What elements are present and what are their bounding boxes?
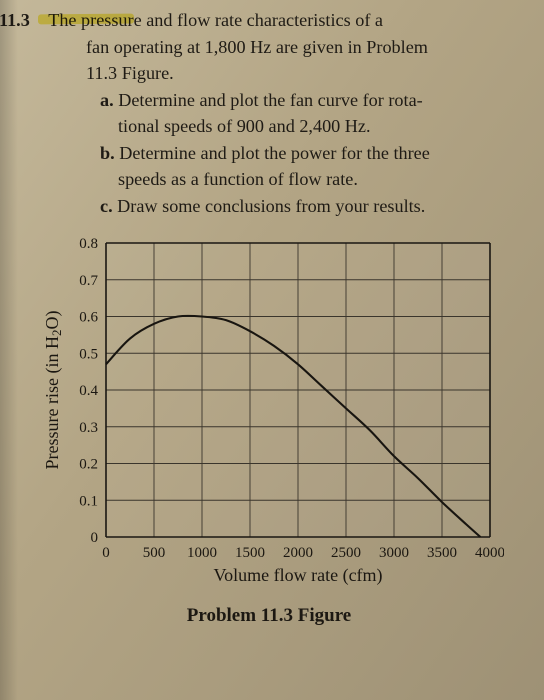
svg-text:2000: 2000 bbox=[283, 545, 313, 561]
problem-stem-line: fan operating at 1,800 Hz are given in P… bbox=[22, 35, 516, 60]
part-line: Draw some conclusions from your results. bbox=[117, 196, 425, 216]
stem-l1: fan operating at 1,800 Hz are given in P… bbox=[86, 37, 428, 57]
svg-text:0.3: 0.3 bbox=[79, 419, 98, 435]
stem-l0: The pressure and flow rate characteristi… bbox=[48, 10, 383, 30]
svg-text:0.2: 0.2 bbox=[79, 456, 98, 472]
problem-part-line: speeds as a function of flow rate. bbox=[100, 167, 516, 192]
problem-stem-line: 11.3 The pressure and flow rate characte… bbox=[22, 8, 516, 33]
figure: 0 500 1000 1500 2000 2500 3000 3500 4000 0 0.1 0.2 0… bbox=[22, 233, 516, 627]
svg-text:0.1: 0.1 bbox=[79, 493, 98, 509]
part-line: tional speeds of 900 and 2,400 Hz. bbox=[118, 116, 371, 136]
problem-part: b. Determine and plot the power for the … bbox=[100, 141, 516, 166]
page: { "highlight_color": "#f6ef55", "problem… bbox=[0, 0, 544, 700]
problem-number: 11.3 bbox=[42, 8, 44, 33]
part-label: a. bbox=[100, 90, 114, 110]
problem-number-text: 11.3 bbox=[0, 10, 30, 30]
svg-text:4000: 4000 bbox=[475, 545, 504, 561]
svg-text:Pressure rise (in H2O): Pressure rise (in H2O) bbox=[42, 310, 64, 469]
part-line: Determine and plot the power for the thr… bbox=[119, 143, 430, 163]
problem-stem-line: 11.3 Figure. bbox=[22, 61, 516, 86]
svg-text:0.7: 0.7 bbox=[79, 272, 98, 288]
svg-text:Volume flow rate (cfm): Volume flow rate (cfm) bbox=[213, 565, 382, 586]
svg-text:0.8: 0.8 bbox=[79, 236, 98, 252]
problem-text: 11.3 The pressure and flow rate characte… bbox=[22, 8, 516, 219]
svg-text:2500: 2500 bbox=[331, 545, 361, 561]
svg-text:1500: 1500 bbox=[235, 545, 265, 561]
svg-text:0: 0 bbox=[102, 545, 110, 561]
svg-text:3000: 3000 bbox=[379, 545, 409, 561]
stem-l2: 11.3 Figure. bbox=[86, 63, 174, 83]
problem-part: a. Determine and plot the fan curve for … bbox=[100, 88, 516, 113]
svg-text:3500: 3500 bbox=[427, 545, 457, 561]
problem-part: c. Draw some conclusions from your resul… bbox=[100, 194, 516, 219]
svg-text:0.5: 0.5 bbox=[79, 346, 98, 362]
part-label: b. bbox=[100, 143, 115, 163]
svg-text:0: 0 bbox=[91, 530, 99, 546]
part-label: c. bbox=[100, 196, 113, 216]
problem-parts: a. Determine and plot the fan curve for … bbox=[22, 88, 516, 219]
svg-text:1000: 1000 bbox=[187, 545, 217, 561]
svg-text:0.6: 0.6 bbox=[79, 309, 98, 325]
part-line: speeds as a function of flow rate. bbox=[118, 169, 358, 189]
svg-text:0.4: 0.4 bbox=[79, 383, 98, 399]
problem-part-line: tional speeds of 900 and 2,400 Hz. bbox=[100, 114, 516, 139]
fan-curve-plot: 0 500 1000 1500 2000 2500 3000 3500 4000 0 0.1 0.2 0… bbox=[34, 233, 504, 603]
svg-text:500: 500 bbox=[143, 545, 166, 561]
figure-caption: Problem 11.3 Figure bbox=[187, 605, 351, 627]
part-line: Determine and plot the fan curve for rot… bbox=[118, 90, 423, 110]
